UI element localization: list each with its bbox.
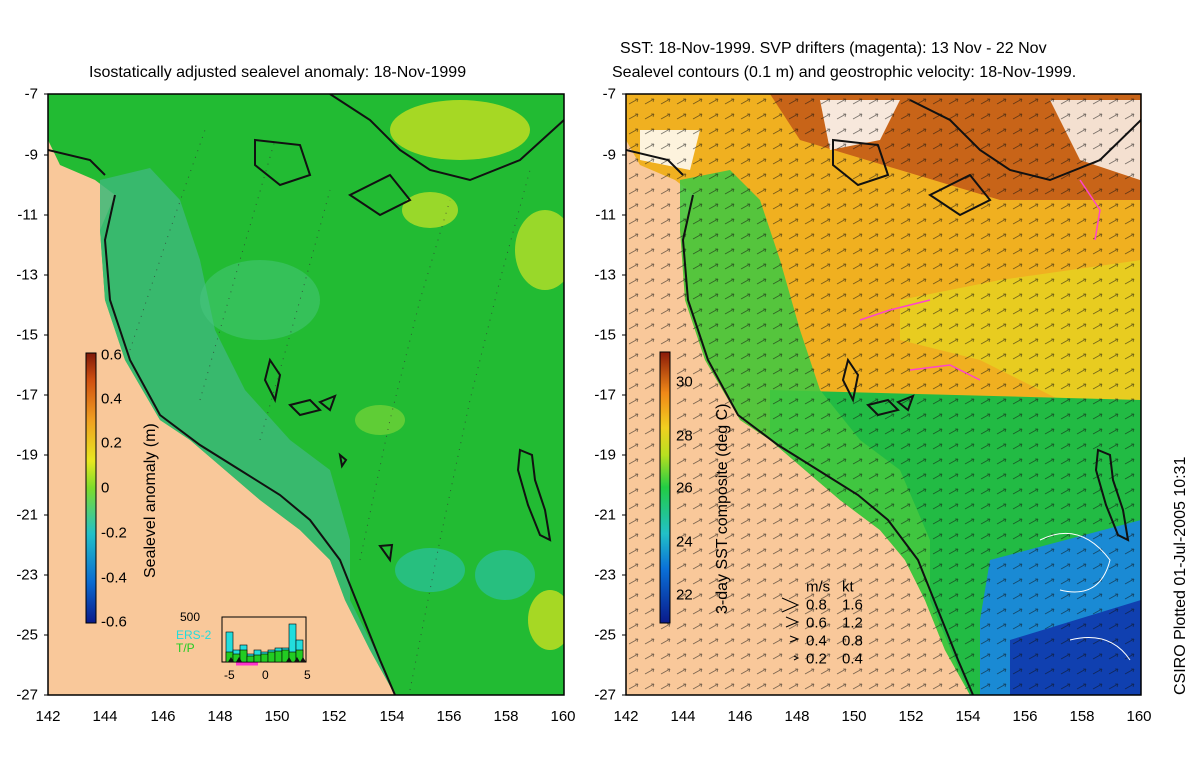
lon-tick: 148: [207, 708, 233, 725]
sst-colorbar-tick: 24: [676, 533, 693, 551]
lon-tick: 152: [898, 708, 924, 725]
lat-tick: -15: [594, 326, 616, 344]
histogram-ymax: 500: [180, 610, 201, 624]
sla-colorbar-label: Sealevel anomaly (m): [142, 423, 159, 578]
lat-tick: -25: [594, 626, 616, 644]
lat-tick: -7: [24, 85, 38, 103]
lat-tick: -13: [594, 266, 616, 284]
lon-tick: 150: [264, 708, 290, 725]
lon-tick: 158: [493, 708, 519, 725]
velocity-legend-ms: 0.6: [806, 614, 827, 632]
histogram-xtick: 5: [304, 668, 311, 682]
lon-tick: 152: [321, 708, 347, 725]
velocity-legend-header-kt: kt: [842, 578, 854, 596]
lon-tick: 144: [670, 708, 696, 725]
lon-tick: 156: [436, 708, 462, 725]
histogram-legend-tp: T/P: [176, 641, 195, 655]
right-panel-title-line2: Sealevel contours (0.1 m) and geostrophi…: [612, 64, 1077, 81]
sla-colorbar-tick: 0.6: [101, 346, 122, 364]
plot-credit: CSIRO Plotted 01-Jul-2005 10:31: [1172, 456, 1189, 695]
sla-map: [48, 94, 564, 695]
velocity-legend-arrows: [781, 597, 800, 661]
histogram-legend-ers2: ERS-2: [176, 628, 212, 642]
lat-tick: -15: [16, 326, 38, 344]
velocity-legend-ms: 0.8: [806, 596, 827, 614]
lat-tick: -9: [24, 146, 38, 164]
lat-tick: -13: [16, 266, 38, 284]
lon-tick: 142: [613, 708, 639, 725]
sla-colorbar-tick: 0.2: [101, 434, 122, 452]
lat-tick: -11: [595, 206, 616, 224]
lon-tick: 160: [1126, 708, 1152, 725]
velocity-legend-ms: 0.4: [806, 632, 827, 650]
velocity-legend-kt: 1.2: [842, 614, 863, 632]
right-panel-title-line1: SST: 18-Nov-1999. SVP drifters (magenta)…: [620, 40, 1047, 57]
lon-tick: 148: [784, 708, 810, 725]
histogram-inset: [221, 616, 307, 666]
lat-tick: -27: [16, 686, 38, 704]
histogram-xtick: 0: [262, 668, 269, 682]
lon-tick: 150: [841, 708, 867, 725]
lon-tick: 142: [35, 708, 61, 725]
lon-tick: 158: [1069, 708, 1095, 725]
velocity-legend-header-ms: m/s: [806, 578, 831, 596]
lon-tick: 156: [1012, 708, 1038, 725]
sst-colorbar-tick: 26: [676, 479, 693, 497]
sla-colorbar: [85, 352, 97, 624]
lat-tick: -19: [16, 446, 38, 464]
lat-tick: -25: [16, 626, 38, 644]
histogram-xtick: -5: [224, 668, 235, 682]
lat-tick: -21: [594, 506, 616, 524]
sst-colorbar-tick: 28: [676, 427, 693, 445]
sst-colorbar-tick: 30: [676, 373, 693, 391]
sla-colorbar-tick: -0.2: [101, 524, 127, 542]
lat-tick: -21: [16, 506, 38, 524]
sla-colorbar-tick: 0: [101, 479, 110, 497]
sst-colorbar-label: 3-day SST composite (deg C): [714, 403, 731, 614]
lat-tick: -23: [16, 566, 38, 584]
lon-tick: 154: [955, 708, 981, 725]
velocity-legend-kt: 0.8: [842, 632, 863, 650]
lon-tick: 144: [92, 708, 118, 725]
lat-tick: -27: [594, 686, 616, 704]
lat-tick: -17: [594, 386, 616, 404]
sst-colorbar: [659, 351, 671, 624]
lat-tick: -11: [17, 206, 38, 224]
lat-tick: -23: [594, 566, 616, 584]
lon-tick: 146: [150, 708, 176, 725]
lat-tick: -7: [602, 85, 616, 103]
lon-tick: 154: [379, 708, 405, 725]
sla-colorbar-tick: -0.4: [101, 569, 127, 587]
lon-tick: 160: [550, 708, 576, 725]
lat-tick: -19: [594, 446, 616, 464]
velocity-legend-kt: 0.4: [842, 650, 863, 668]
sst-colorbar-tick: 22: [676, 586, 693, 604]
sla-colorbar-tick: -0.6: [101, 613, 127, 631]
shelf-area: [100, 168, 395, 695]
velocity-legend-ms: 0.2: [806, 650, 827, 668]
sst-map: [626, 94, 1141, 695]
sla-colorbar-tick: 0.4: [101, 390, 122, 408]
lat-tick: -17: [16, 386, 38, 404]
lat-tick: -9: [602, 146, 616, 164]
lon-tick: 146: [727, 708, 753, 725]
left-panel-title: Isostatically adjusted sealevel anomaly:…: [89, 64, 467, 81]
velocity-legend-kt: 1.6: [842, 596, 863, 614]
